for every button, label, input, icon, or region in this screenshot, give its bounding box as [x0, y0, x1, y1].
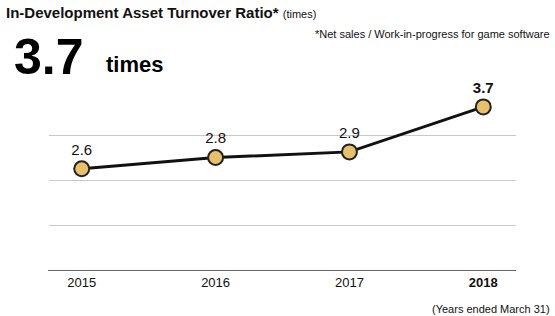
svg-text:3.7: 3.7: [14, 29, 84, 85]
svg-text:2016: 2016: [201, 275, 230, 290]
svg-text:(Years ended March 31): (Years ended March 31): [432, 303, 550, 315]
svg-text:2017: 2017: [335, 275, 364, 290]
svg-text:3.7: 3.7: [473, 79, 494, 96]
svg-text:*Net sales / Work-in-progress: *Net sales / Work-in-progress for game s…: [315, 28, 550, 40]
svg-text:In-Development Asset Turnover: In-Development Asset Turnover Ratio* (ti…: [6, 4, 316, 21]
svg-text:2018: 2018: [469, 275, 498, 290]
svg-text:times: times: [106, 52, 163, 77]
svg-text:2.6: 2.6: [71, 141, 92, 158]
svg-text:2.9: 2.9: [339, 124, 360, 141]
svg-text:2015: 2015: [67, 275, 96, 290]
svg-text:2.8: 2.8: [205, 129, 226, 146]
